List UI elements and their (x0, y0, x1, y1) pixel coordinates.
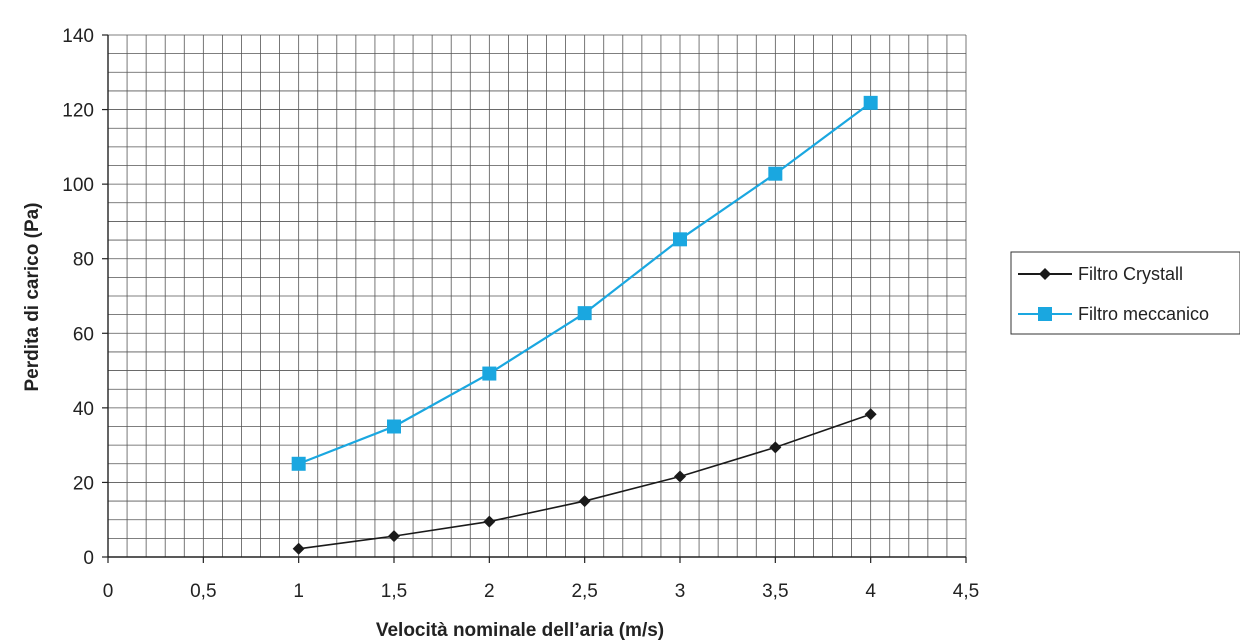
legend-label: Filtro meccanico (1078, 304, 1209, 324)
x-axis-label: Velocità nominale dell’aria (m/s) (376, 620, 664, 641)
y-tick-label: 120 (62, 101, 94, 122)
data-point (292, 542, 305, 555)
grid-lines (108, 34, 967, 557)
data-point (768, 166, 783, 181)
y-tick-label: 140 (62, 26, 94, 47)
y-axis-label: Perdita di carico (Pa) (22, 202, 43, 391)
data-point (863, 95, 878, 110)
data-point (864, 408, 877, 421)
series-group (291, 95, 878, 555)
data-point (674, 470, 686, 483)
legend-marker (1038, 307, 1052, 321)
x-tick-label: 1,5 (381, 581, 407, 602)
legend-item: Filtro Crystall (1018, 264, 1183, 284)
x-tick-label: 2 (484, 581, 495, 602)
legend-item: Filtro meccanico (1018, 304, 1209, 324)
x-tick-label: 3 (675, 581, 686, 602)
data-point (291, 456, 306, 471)
x-tick-label: 0 (103, 581, 114, 602)
data-point (769, 441, 782, 454)
x-tick-label: 2,5 (571, 581, 597, 602)
series-2 (291, 95, 878, 471)
data-point (673, 232, 687, 247)
y-tick-label: 40 (73, 399, 94, 420)
legend: Filtro Crystall Filtro meccanico (1010, 251, 1240, 335)
x-tick-label: 4 (865, 581, 876, 602)
y-tick-label: 100 (62, 175, 94, 196)
axes (107, 35, 966, 558)
legend-label: Filtro Crystall (1078, 264, 1183, 284)
data-point (482, 366, 497, 381)
data-point (483, 515, 496, 528)
x-tick-label: 3,5 (762, 581, 788, 602)
x-tick-label: 4,5 (953, 581, 979, 602)
y-axis-ticks: 0 20 40 60 80 100 120 140 (62, 26, 108, 569)
y-tick-label: 80 (73, 250, 94, 271)
y-tick-label: 0 (83, 548, 94, 569)
x-axis-ticks: 0 0,5 1 1,5 2 2,5 3 3,5 4 4,5 (103, 557, 979, 602)
x-tick-label: 0,5 (190, 581, 216, 602)
data-point (577, 306, 592, 321)
data-point (388, 530, 400, 543)
y-tick-label: 20 (73, 473, 94, 494)
data-point (578, 495, 591, 508)
data-point (387, 419, 401, 434)
series-1 (292, 408, 877, 555)
y-tick-label: 60 (73, 324, 94, 345)
legend-marker (1039, 268, 1051, 280)
x-tick-label: 1 (293, 581, 304, 602)
